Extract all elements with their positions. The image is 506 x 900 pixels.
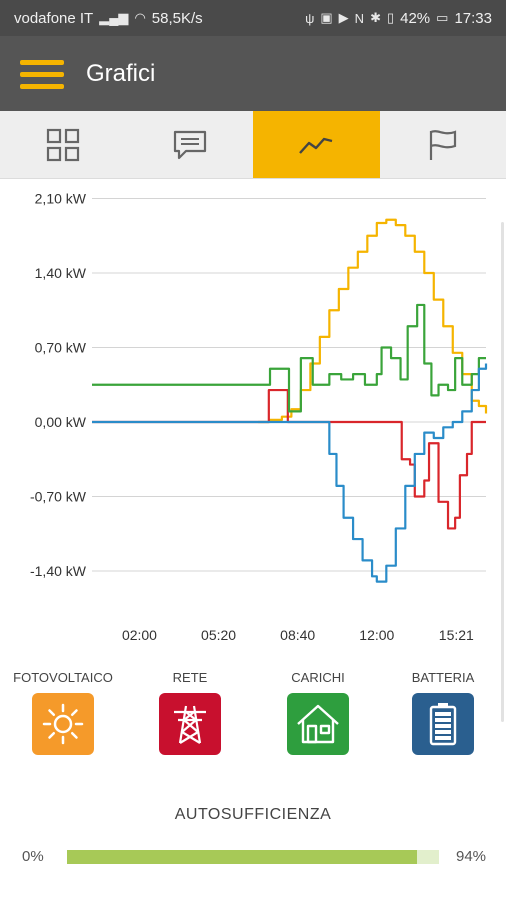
series-line-fotovoltaico xyxy=(258,218,488,424)
x-tick-label: 08:40 xyxy=(280,627,315,643)
series-line-carichi xyxy=(92,303,486,413)
x-tick-label: 12:00 xyxy=(359,627,394,643)
y-tick-label: -0,70 kW xyxy=(30,489,87,505)
legend-batteria-button[interactable] xyxy=(412,693,474,755)
play-icon: ▶ xyxy=(338,10,349,25)
grid-icon xyxy=(47,128,80,161)
battery-icon xyxy=(429,703,457,746)
series-line-rete xyxy=(92,388,486,530)
app-bar: Grafici xyxy=(0,36,506,111)
autosufficienza-progress: 0% 94% xyxy=(0,846,506,870)
nfc-icon: N xyxy=(354,10,365,26)
status-bar: vodafone IT ▂▄▆ ◠ 58,5K/s ψ ▣ ▶ N ✱ ▯ 42… xyxy=(0,0,506,36)
battery-icon: ▭ xyxy=(436,10,449,25)
chart-line-icon xyxy=(299,137,333,154)
y-tick-label: 1,40 kW xyxy=(35,265,87,281)
usb-icon: ψ xyxy=(305,10,315,26)
bluetooth-icon: ✱ xyxy=(370,10,381,25)
legend-fotovoltaico[interactable]: FOTOVOLTAICO xyxy=(8,670,118,755)
legend-carichi-button[interactable] xyxy=(287,693,349,755)
chat-icon xyxy=(173,130,206,159)
y-tick-label: -1,40 kW xyxy=(30,563,87,579)
legend-label: BATTERIA xyxy=(411,670,475,685)
series-line-batteria xyxy=(92,363,488,583)
page-title: Grafici xyxy=(86,59,156,87)
tab-bar xyxy=(0,111,506,179)
autosufficienza-title: AUTOSUFFICIENZA xyxy=(174,806,332,823)
sun-icon xyxy=(42,703,84,745)
legend-label: RETE xyxy=(172,670,208,685)
legend-batteria[interactable]: BATTERIA xyxy=(388,670,498,755)
legend-label: FOTOVOLTAICO xyxy=(13,670,113,685)
legend-carichi[interactable]: CARICHI xyxy=(263,670,373,755)
tab-flags[interactable] xyxy=(380,111,506,178)
tab-charts[interactable] xyxy=(253,111,380,178)
carrier-label: vodafone IT xyxy=(14,9,94,27)
y-tick-label: 2,10 kW xyxy=(35,191,87,207)
flag-icon xyxy=(429,129,456,160)
x-tick-label: 02:00 xyxy=(122,627,157,643)
scrollbar[interactable] xyxy=(501,222,504,722)
network-speed: 58,5K/s xyxy=(151,9,203,27)
progress-fill xyxy=(67,850,417,864)
battery-percent: 42% xyxy=(400,9,431,27)
legend: FOTOVOLTAICO RETE xyxy=(0,670,506,770)
legend-rete[interactable]: RETE xyxy=(135,670,245,755)
legend-label: CARICHI xyxy=(291,670,345,685)
x-tick-label: 05:20 xyxy=(201,627,236,643)
progress-track xyxy=(67,850,439,864)
house-icon xyxy=(297,704,339,744)
legend-rete-button[interactable] xyxy=(159,693,221,755)
power-chart: 2,10 kW 1,40 kW 0,70 kW 0,00 kW -0,70 kW -1,4… xyxy=(0,179,506,659)
vibrate-icon: ▯ xyxy=(386,10,395,25)
tab-messages[interactable] xyxy=(127,111,254,178)
y-tick-label: 0,70 kW xyxy=(35,340,87,356)
pylon-icon xyxy=(174,705,206,744)
legend-fotovoltaico-button[interactable] xyxy=(32,693,94,755)
menu-icon[interactable] xyxy=(20,58,64,90)
y-tick-label: 0,00 kW xyxy=(35,414,87,430)
progress-max-label: 94% xyxy=(456,848,487,865)
tab-overview[interactable] xyxy=(0,111,127,178)
wifi-icon: ◠ xyxy=(134,10,146,25)
progress-min-label: 0% xyxy=(22,848,44,865)
power-chart-svg: 2,10 kW 1,40 kW 0,70 kW 0,00 kW -0,70 kW -1,4… xyxy=(30,191,488,643)
image-icon: ▣ xyxy=(320,10,333,25)
clock: 17:33 xyxy=(454,9,492,27)
signal-icon: ▂▄▆ xyxy=(99,10,129,25)
x-tick-label: 15:21 xyxy=(439,627,474,643)
